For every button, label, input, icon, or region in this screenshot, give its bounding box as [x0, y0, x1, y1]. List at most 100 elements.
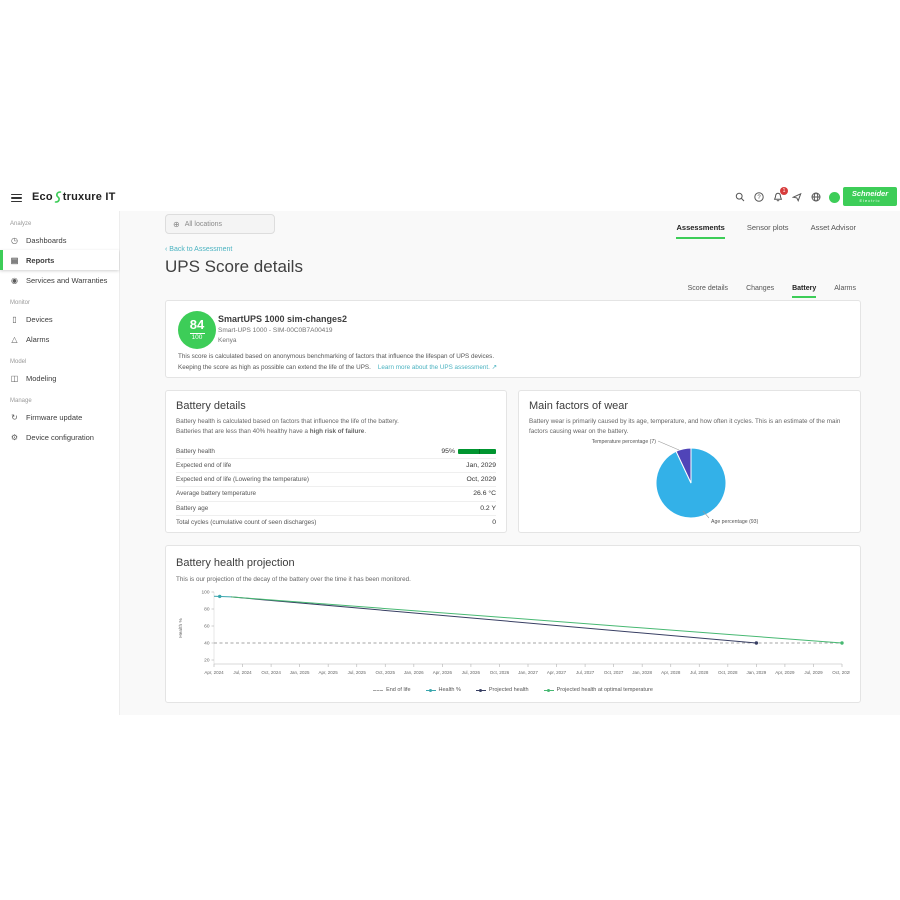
schneider-electric-logo: Schneider Electric — [843, 187, 897, 206]
header-icons: ? 1 — [734, 187, 840, 203]
tab-asset-advisor[interactable]: Asset Advisor — [810, 223, 856, 232]
score-description-line1: This score is calculated based on anonym… — [178, 353, 495, 360]
sidebar-item-device-configuration[interactable]: ⚙ Device configuration — [0, 427, 119, 447]
wear-card-description: Battery wear is primarily caused by its … — [529, 418, 841, 436]
tab-battery[interactable]: Battery — [792, 285, 817, 298]
battery-health-bar — [458, 449, 496, 454]
svg-text:Jul, 2028: Jul, 2028 — [690, 670, 709, 675]
logo-swirl-icon — [54, 191, 62, 203]
table-row: Total cycles (cumulative count of seen d… — [176, 519, 496, 527]
sidebar-item-firmware-update[interactable]: ↻ Firmware update — [0, 407, 119, 427]
table-row: Expected end of life Jan, 2029 — [176, 459, 496, 474]
device-location: Kenya — [218, 337, 237, 344]
svg-text:80: 80 — [204, 607, 210, 613]
learn-more-link[interactable]: Learn more about the UPS assessment. — [377, 364, 490, 372]
brand-line2: Electric — [859, 197, 881, 203]
ecostruxure-logo: Eco truxure IT — [32, 191, 116, 203]
svg-text:20: 20 — [204, 658, 210, 664]
search-icon[interactable] — [734, 191, 746, 203]
score-max: 100 — [191, 334, 203, 342]
dashboards-icon: ◷ — [11, 235, 18, 245]
sidebar-section-analyze: Analyze — [10, 221, 32, 227]
battery-health-value: 95% — [441, 447, 455, 455]
sidebar-section-monitor: Monitor — [10, 300, 31, 306]
svg-text:Jul, 2024: Jul, 2024 — [233, 670, 252, 675]
svg-text:Jul, 2026: Jul, 2026 — [462, 670, 481, 675]
device-name: SmartUPS 1000 sim-changes2 — [218, 314, 348, 324]
sidebar-item-label: Device configuration — [26, 432, 94, 442]
projection-line-chart: Health % 100 80 60 40 20 Apr, 2024 Jul, 2024 Oc… — [178, 590, 850, 675]
main-content: ⊕ All locations Assessments Sensor plots… — [120, 211, 900, 715]
sidebar-item-modeling[interactable]: ◫ Modeling — [0, 368, 119, 388]
score-card: 84 100 SmartUPS 1000 sim-changes2 Smart-… — [165, 300, 861, 378]
battery-details-title: Battery details — [176, 400, 246, 412]
table-row: Battery health 95% — [176, 445, 496, 459]
svg-text:Jan, 2027: Jan, 2027 — [518, 670, 538, 675]
sidebar-item-alarms[interactable]: △ Alarms — [0, 329, 119, 349]
battery-details-table: Battery health 95% Expected end of life … — [176, 445, 496, 530]
feedback-icon[interactable] — [791, 191, 803, 203]
pie-label-age: Age percentage (93) — [711, 519, 759, 525]
avatar[interactable] — [829, 191, 840, 203]
notifications-bell-icon[interactable]: 1 — [772, 187, 788, 203]
settings-icon[interactable] — [810, 191, 822, 203]
legend-health: Health % — [425, 687, 461, 693]
svg-text:Apr, 2027: Apr, 2027 — [547, 670, 567, 675]
sidebar-section-model: Model — [10, 359, 27, 365]
svg-text:Apr, 2028: Apr, 2028 — [661, 670, 681, 675]
sidebar-item-label: Modeling — [26, 373, 57, 383]
reports-icon: ▤ — [10, 255, 19, 265]
tab-score-details[interactable]: Score details — [687, 285, 729, 292]
tab-alarms[interactable]: Alarms — [834, 285, 856, 292]
tab-assessments[interactable]: Assessments — [676, 223, 725, 239]
svg-text:Jan, 2025: Jan, 2025 — [290, 670, 310, 675]
svg-text:Oct, 2028: Oct, 2028 — [718, 670, 738, 675]
table-row: Battery age 0.2 Y — [176, 502, 496, 516]
location-filter[interactable]: ⊕ All locations — [165, 214, 275, 234]
logo-text-eco: Eco — [32, 191, 53, 203]
svg-text:Jul, 2025: Jul, 2025 — [348, 670, 367, 675]
score-description: This score is calculated based on anonym… — [178, 351, 497, 373]
svg-text:Jan, 2029: Jan, 2029 — [746, 670, 766, 675]
sidebar-section-manage: Manage — [10, 398, 32, 404]
sidebar-item-label: Firmware update — [26, 412, 83, 422]
svg-text:Oct, 2025: Oct, 2025 — [376, 670, 396, 675]
pie-label-temperature: Temperature percentage (7) — [592, 439, 657, 445]
back-to-assessment-link[interactable]: ‹ Back to Assessment — [165, 246, 233, 253]
battery-details-description: Battery health is calculated based on fa… — [176, 418, 399, 436]
sidebar-item-label: Devices — [26, 314, 53, 324]
sidebar-item-reports[interactable]: ▤ Reports — [0, 250, 119, 270]
svg-text:60: 60 — [204, 624, 210, 630]
battery-details-card: Battery details Battery health is calcul… — [165, 390, 507, 533]
svg-text:Oct, 2029: Oct, 2029 — [832, 670, 850, 675]
legend-projected-health: Projected health — [475, 687, 529, 693]
svg-text:Jul, 2027: Jul, 2027 — [576, 670, 595, 675]
svg-text:Apr, 2026: Apr, 2026 — [433, 670, 453, 675]
sidebar-item-services-warranties[interactable]: ◉ Services and Warranties — [0, 270, 119, 290]
score-value: 84 — [189, 317, 205, 333]
devices-icon: ▯ — [12, 314, 17, 324]
svg-text:Jan, 2028: Jan, 2028 — [632, 670, 652, 675]
ecostruxure-app: Eco truxure IT ? 1 — [0, 185, 900, 715]
sidebar-item-dashboards[interactable]: ◷ Dashboards — [0, 230, 119, 250]
sidebar-item-label: Reports — [26, 255, 55, 265]
sidebar-item-devices[interactable]: ▯ Devices — [0, 309, 119, 329]
tab-sensor-plots[interactable]: Sensor plots — [746, 223, 789, 232]
tab-changes[interactable]: Changes — [746, 285, 775, 292]
svg-text:100: 100 — [201, 590, 209, 596]
projection-card: Battery health projection This is our pr… — [165, 545, 861, 703]
modeling-icon: ◫ — [10, 373, 19, 383]
wear-pie-chart: Temperature percentage (7) Age percentag… — [592, 439, 759, 525]
svg-text:Oct, 2027: Oct, 2027 — [604, 670, 624, 675]
firmware-update-icon: ↻ — [11, 412, 18, 422]
help-icon[interactable]: ? — [753, 191, 765, 203]
menu-icon[interactable] — [11, 194, 22, 202]
notification-badge: 1 — [780, 187, 788, 195]
svg-text:Apr, 2025: Apr, 2025 — [319, 670, 339, 675]
legend-end-of-life: End of life — [373, 687, 411, 693]
alarms-icon: △ — [11, 334, 18, 344]
svg-text:?: ? — [757, 195, 761, 201]
sub-tabs: Score details Changes Battery Alarms — [688, 285, 856, 298]
svg-text:Apr, 2024: Apr, 2024 — [204, 670, 224, 675]
